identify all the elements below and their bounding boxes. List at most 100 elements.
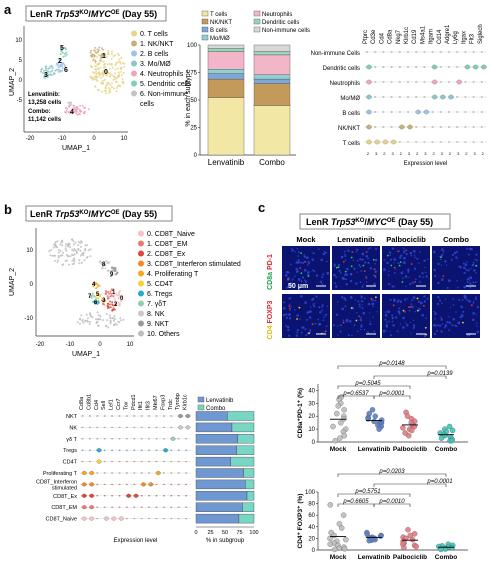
bar-a-legend-swatch: [201, 10, 209, 17]
dot-plot-point: [449, 427, 456, 434]
micro-nucleus: [440, 318, 443, 321]
dot-plot-point: [366, 537, 372, 544]
violin-b-shape: [155, 449, 158, 451]
micro-nucleus: [299, 318, 301, 320]
micro-nucleus: [463, 266, 466, 269]
panel-c-label: c: [258, 200, 265, 215]
umap-a-point: [117, 84, 120, 87]
micro-nucleus: [402, 326, 405, 329]
umap-b-legend-swatch: [138, 270, 144, 277]
umap-a-point: [89, 51, 92, 54]
violin-b-shape: [162, 415, 166, 417]
micro-nucleus: [461, 299, 464, 301]
violin-a-shape: [373, 111, 377, 113]
umap-b-point: [97, 293, 100, 296]
umap-b-point: [100, 299, 103, 302]
micro-marker: [470, 304, 473, 307]
micro-nucleus: [402, 270, 404, 272]
umap-b-point: [72, 249, 75, 252]
micro-nucleus: [476, 325, 478, 327]
umap-b-point: [96, 311, 99, 314]
micro-nucleus: [404, 275, 408, 278]
violin-a-shape: [455, 141, 459, 143]
micro-nucleus: [387, 310, 390, 313]
umap-b-point: [109, 295, 112, 298]
violin-a-tick: 2: [465, 151, 468, 156]
violin-b-gene: Trdc: [168, 399, 174, 410]
bar-a-legend-label: Dendritic cells: [262, 20, 299, 26]
umap-a-point: [98, 46, 101, 49]
micro-nucleus: [444, 323, 447, 326]
bar-a-legend-label: NK/NKT: [210, 20, 232, 26]
micro-nucleus: [349, 273, 353, 276]
violin-b-gene: Tox: [123, 401, 129, 410]
umap-b-point: [93, 295, 96, 298]
micro-nucleus: [320, 306, 323, 309]
umap-a-point: [103, 78, 106, 81]
umap-b-point: [117, 297, 120, 300]
micro-nucleus: [403, 256, 406, 260]
umap-b-point: [114, 267, 117, 269]
umap-a-point: [56, 62, 59, 65]
micro-nucleus: [385, 324, 389, 327]
umap-a-point: [110, 62, 113, 65]
micro-marker: [373, 268, 376, 270]
micro-nucleus: [452, 298, 455, 301]
violin-a-shape: [447, 66, 451, 68]
violin-b-shape: [125, 517, 129, 520]
micro-nucleus: [464, 296, 467, 300]
umap-a-point: [61, 51, 64, 54]
micro-marker: [365, 251, 368, 253]
umap-b-point: [102, 319, 105, 322]
dot-plot-point: [413, 543, 419, 550]
violin-b-gene: Ifit1: [138, 401, 144, 410]
umap-b-point: [72, 257, 75, 260]
umap-a-point: [114, 54, 117, 57]
violin-b-shape: [177, 517, 180, 520]
umap-a-point: [99, 54, 102, 57]
micro-nucleus: [386, 261, 389, 265]
violin-b-row-label: CD8T_EM: [51, 505, 77, 511]
violin-a-shape: [464, 126, 467, 128]
micro-nucleus: [413, 326, 415, 328]
umap-a-point: [57, 66, 60, 69]
umap-a-cluster-number: 0: [104, 69, 108, 76]
violin-a-shape: [472, 51, 475, 53]
umap-a-point: [108, 89, 111, 92]
violin-b-shape: [103, 483, 106, 486]
umap-a-point: [54, 69, 57, 72]
micro-nucleus: [361, 307, 364, 310]
micro-nucleus: [403, 298, 407, 301]
umap-b-point: [59, 243, 62, 246]
umap-b-xtick: 10: [127, 342, 134, 348]
bar-a-legend-swatch: [201, 18, 209, 25]
umap-b-point: [107, 326, 110, 329]
violin-a-shape: [390, 81, 393, 83]
umap-a-point: [44, 69, 47, 72]
micro-nucleus: [283, 307, 286, 310]
violin-b-shape: [118, 483, 121, 486]
violin-b-shape: [118, 438, 121, 440]
umap-a-point: [102, 66, 105, 69]
violin-b-shape: [162, 495, 166, 497]
micro-nucleus: [372, 274, 375, 276]
micro-nucleus: [439, 258, 442, 261]
micro-nucleus: [438, 299, 442, 302]
umap-a-point: [102, 54, 105, 56]
violin-a-row-label: T cells: [343, 141, 360, 147]
umap-a-ytick: 10: [15, 38, 22, 44]
p-value-label: p=0.0010: [378, 499, 405, 505]
violin-a-row-label: B cells: [342, 111, 360, 117]
micro-nucleus: [466, 261, 468, 263]
umap-b-point: [57, 256, 60, 259]
micro-nucleus: [457, 286, 459, 289]
umap-b-point: [77, 244, 80, 247]
violin-b-shape: [147, 495, 151, 497]
micro-nucleus: [305, 318, 308, 321]
umap-b-point: [112, 304, 114, 307]
bar-a-segment: [253, 51, 291, 56]
violin-b-shape: [140, 449, 143, 451]
micro-nucleus: [465, 269, 468, 271]
violin-a-gene: Itgax: [461, 31, 467, 44]
micro-nucleus: [375, 248, 378, 250]
